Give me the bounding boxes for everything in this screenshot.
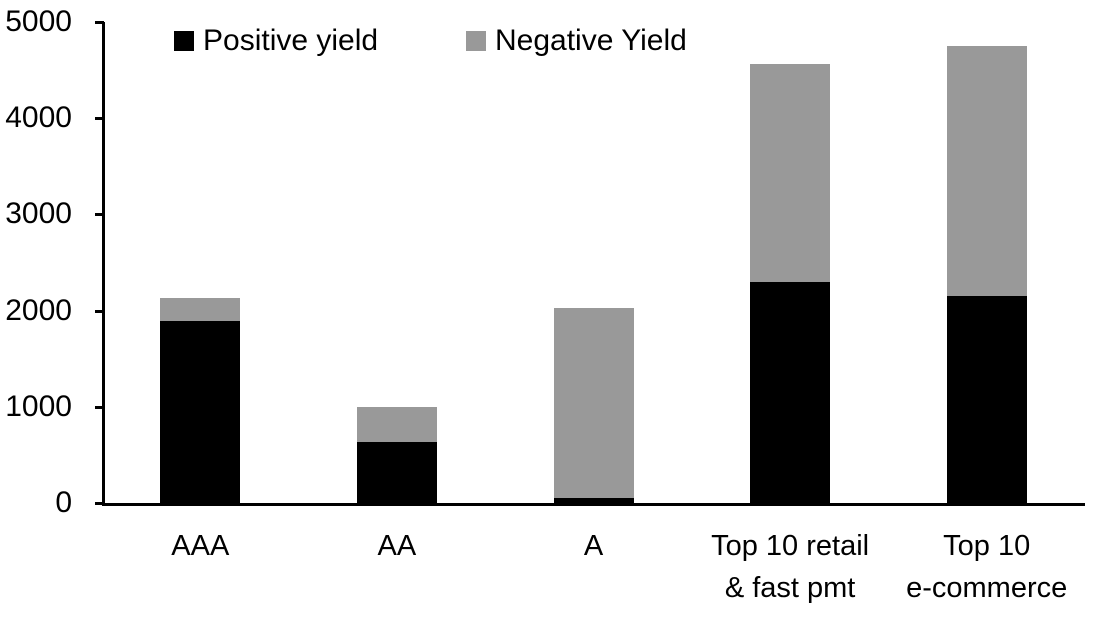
bar-segment-negative-yield <box>553 307 634 499</box>
y-tick-label: 3000 <box>5 197 72 231</box>
legend-item-negative-yield: Negative Yield <box>466 24 687 57</box>
bar-segment-negative-yield <box>160 298 241 322</box>
y-tick-label: 4000 <box>5 101 72 135</box>
x-axis-line <box>102 503 1085 506</box>
y-axis-line <box>102 22 105 506</box>
bar-segment-negative-yield <box>946 46 1027 297</box>
y-axis-tick <box>95 502 104 505</box>
y-axis-tick <box>95 117 104 121</box>
legend-swatch-icon <box>466 31 486 51</box>
y-axis-tick <box>95 21 104 24</box>
bar-segment-positive-yield <box>946 296 1027 503</box>
legend-item-positive-yield: Positive yield <box>174 24 379 57</box>
y-tick-label: 2000 <box>5 293 72 327</box>
y-axis-tick <box>95 309 104 313</box>
y-axis-tick <box>95 405 104 409</box>
x-axis-label: AAA <box>171 530 230 562</box>
x-axis-label: Top 10 retail & fast pmt <box>711 530 870 604</box>
legend-label: Negative Yield <box>495 24 687 57</box>
bar-segment-positive-yield <box>160 321 241 503</box>
bar-segment-positive-yield <box>750 281 831 503</box>
bar-segment-positive-yield <box>356 442 437 503</box>
y-axis-tick <box>95 213 104 217</box>
y-tick-label: 5000 <box>5 5 72 38</box>
y-tick-label: 1000 <box>5 389 72 423</box>
x-axis-label: A <box>583 530 604 562</box>
x-axis-label: AA <box>377 530 417 562</box>
bar-segment-negative-yield <box>750 64 831 282</box>
x-axis-label: Top 10 e-commerce <box>906 530 1068 604</box>
legend-label: Positive yield <box>203 24 379 57</box>
bar-segment-negative-yield <box>356 406 437 443</box>
y-tick-label: 0 <box>55 486 72 519</box>
legend-swatch-icon <box>174 31 194 51</box>
bar-segment-positive-yield <box>553 498 634 503</box>
